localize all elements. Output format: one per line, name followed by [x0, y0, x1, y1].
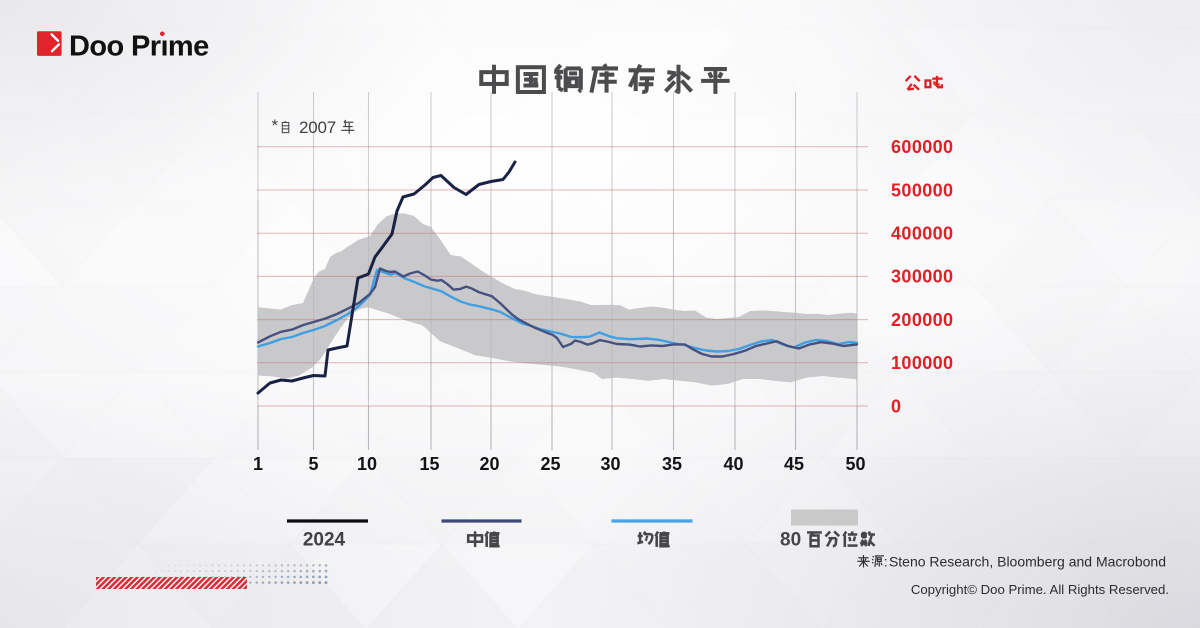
- svg-text:500000: 500000: [891, 180, 953, 200]
- svg-text:Copyright© Doo Prime. All Righ: Copyright© Doo Prime. All Rights Reserve…: [911, 582, 1169, 597]
- svg-text:10: 10: [357, 454, 377, 474]
- svg-text:80: 80: [780, 530, 801, 551]
- svg-text:2007: 2007: [299, 118, 336, 137]
- svg-text:15: 15: [419, 454, 439, 474]
- svg-text:300000: 300000: [891, 267, 953, 287]
- svg-text::: :: [884, 554, 888, 570]
- svg-text:*: *: [272, 116, 279, 135]
- svg-text:45: 45: [784, 454, 804, 474]
- svg-text:100000: 100000: [891, 353, 953, 373]
- svg-text:400000: 400000: [891, 224, 953, 244]
- svg-text:25: 25: [540, 454, 560, 474]
- svg-text:5: 5: [308, 454, 318, 474]
- svg-text:200000: 200000: [891, 310, 953, 330]
- svg-text:Steno Research, Bloomberg and: Steno Research, Bloomberg and Macrobond: [889, 554, 1166, 570]
- svg-text:40: 40: [723, 454, 743, 474]
- svg-text:0: 0: [891, 396, 901, 416]
- svg-text:2024: 2024: [303, 530, 346, 551]
- svg-text:600000: 600000: [891, 137, 953, 157]
- svg-text:35: 35: [662, 454, 682, 474]
- svg-text:Doo Prıme: Doo Prıme: [69, 31, 209, 63]
- svg-text:20: 20: [479, 454, 499, 474]
- svg-text:30: 30: [600, 454, 620, 474]
- svg-text:50: 50: [845, 454, 865, 474]
- svg-text:1: 1: [253, 454, 263, 474]
